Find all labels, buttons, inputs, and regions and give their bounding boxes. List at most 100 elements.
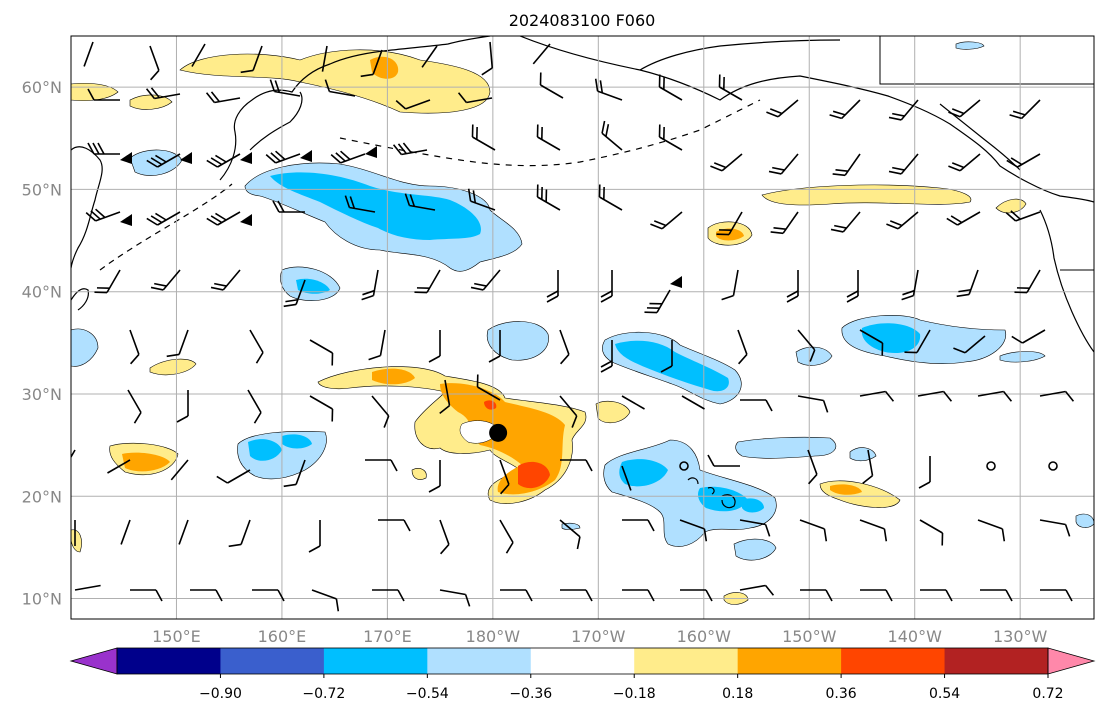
longitude-label: 160°W: [677, 627, 732, 646]
wind-barb: [946, 211, 981, 226]
wind-barb: [829, 99, 861, 120]
anomaly-region: [372, 368, 415, 385]
anomaly-region: [716, 228, 744, 241]
colorbar-segment: [841, 648, 946, 674]
wind-barb: [953, 335, 986, 354]
colorbar-tick-label: −0.90: [199, 686, 242, 702]
wind-barb: [470, 269, 501, 291]
wind-barb: [372, 589, 405, 602]
anomaly-region: [795, 346, 833, 366]
wind-barb: [308, 520, 321, 553]
wind-barb: [1011, 329, 1046, 344]
wind-barb: [862, 449, 874, 485]
wind-barb: [344, 195, 376, 213]
wind-barb: [85, 208, 121, 222]
wind-barb: [980, 589, 1013, 602]
wind-barb: [74, 584, 101, 591]
wind-pennant: [240, 152, 252, 164]
wind-barb: [476, 374, 501, 401]
wind-barb: [800, 589, 833, 602]
wind-barb: [481, 41, 494, 76]
wind-barb: [120, 519, 131, 545]
wind-barb: [559, 519, 581, 550]
colorbar-tick-label: 0.36: [826, 686, 857, 702]
wind-barbs: [71, 41, 1075, 612]
colorbar-segment: [530, 648, 635, 674]
wind-barb: [622, 589, 655, 602]
wind-barb: [600, 270, 613, 303]
wind-barb: [368, 329, 386, 361]
wind-barb: [439, 519, 450, 555]
wind-barb: [660, 340, 673, 373]
wind-pennant: [300, 150, 312, 162]
wind-barb: [710, 153, 743, 172]
wind-barb: [247, 389, 262, 424]
wind-barb: [252, 589, 285, 602]
wind-barb: [404, 193, 436, 211]
wind-pennant: [670, 276, 682, 288]
wind-barb: [859, 329, 884, 356]
wind-barb: [205, 91, 241, 104]
anomaly-region: [735, 436, 837, 459]
station-marker: [679, 461, 689, 471]
anomaly-region: [733, 538, 777, 561]
wind-barb: [500, 589, 533, 602]
wind-barb: [799, 519, 828, 542]
latitude-label: 30°N: [22, 385, 62, 404]
wind-barb: [718, 74, 743, 101]
wind-barb: [601, 120, 623, 151]
wind-barb: [740, 399, 773, 412]
wind-barb: [536, 184, 561, 211]
colorbar-tick-label: −0.18: [613, 686, 656, 702]
wind-barb: [428, 460, 441, 493]
longitude-label: 150°W: [782, 627, 837, 646]
coastline: [519, 36, 1094, 203]
wind-barb: [206, 153, 241, 168]
wind-barb: [439, 589, 471, 607]
colorbar: [69, 647, 1096, 675]
latitude-label: 10°N: [22, 590, 62, 609]
wind-barb: [414, 269, 441, 294]
wind-barb: [311, 589, 340, 612]
map-area: [71, 36, 1094, 619]
wind-barb: [739, 519, 771, 537]
wind-barb: [87, 88, 120, 101]
latitude-label: 40°N: [22, 283, 62, 302]
wind-barb: [1040, 589, 1073, 602]
anomaly-region: [955, 41, 985, 50]
anomaly-region: [149, 358, 197, 376]
colorbar-extend-low: [69, 647, 118, 675]
colorbar-segment: [737, 648, 842, 674]
wind-barb: [471, 124, 496, 151]
wind-barb: [598, 184, 623, 211]
wind-barb: [428, 330, 441, 363]
wind-barb: [721, 269, 739, 301]
wind-barb: [272, 200, 305, 213]
colorbar-segment: [323, 648, 428, 674]
anomaly-region: [486, 321, 549, 361]
wind-barb: [770, 211, 799, 235]
wind-barb: [283, 279, 306, 308]
wind-barb: [948, 99, 981, 118]
anomaly-region: [122, 452, 170, 472]
station-marker: [1048, 461, 1058, 471]
longitude-label: 140°W: [888, 627, 943, 646]
longitude-label: 150°E: [152, 627, 201, 646]
wind-barb: [150, 269, 181, 291]
wind-barb: [228, 519, 251, 548]
wind-barb: [83, 41, 94, 67]
anomaly-region: [999, 351, 1046, 363]
wind-barb: [178, 519, 189, 545]
wind-barb: [532, 43, 551, 65]
wind-pennant: [240, 214, 252, 226]
anomaly-region: [518, 461, 550, 489]
wind-barb: [679, 519, 708, 542]
colorbar-segment: [117, 648, 221, 674]
wind-barb: [191, 43, 206, 67]
wind-barb: [977, 519, 1006, 542]
wind-barb: [832, 153, 861, 177]
wind-barb: [206, 211, 241, 226]
wind-barb: [977, 390, 1013, 402]
